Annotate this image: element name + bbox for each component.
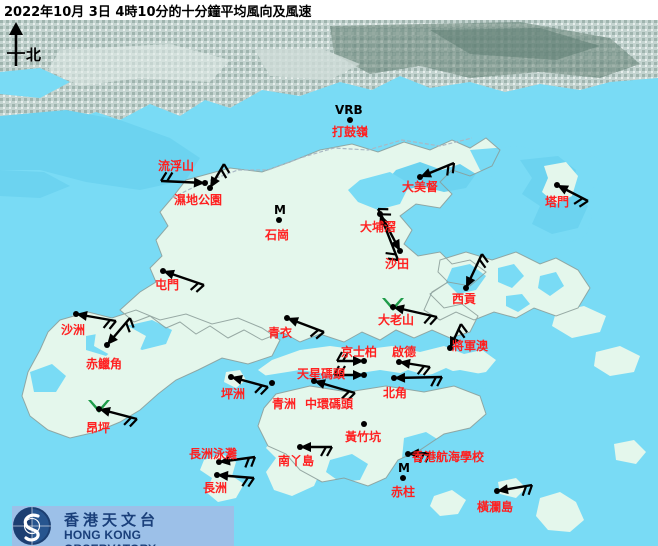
north-label: 北 [26, 46, 42, 64]
wind-barb [106, 317, 135, 346]
wind-barb [286, 316, 325, 340]
station-label: 塔門 [545, 195, 570, 209]
wind-barb [336, 351, 364, 366]
station-label: 西貢 [452, 292, 477, 306]
station-dot-icon [104, 342, 110, 348]
station-dot-icon [347, 117, 353, 123]
station-label: 屯門 [155, 278, 180, 292]
station-dot-icon [311, 378, 317, 384]
station-label: 中環碼頭 [305, 397, 354, 411]
station-dot-icon [160, 268, 166, 274]
station-label: 南丫島 [278, 454, 315, 468]
station-label: 大美督 [402, 180, 439, 194]
page-title: 2022年10月 3日 4時10分的十分鐘平均風向及風速 [4, 5, 312, 20]
station-dot-icon [463, 285, 469, 291]
wind-barb [216, 470, 255, 488]
station-label: 青洲 [272, 397, 297, 411]
wind-barb [407, 448, 431, 463]
wind-barb [208, 163, 231, 189]
station-dot-icon [361, 372, 367, 378]
station-dot-icon [284, 315, 290, 321]
station-dot-icon [297, 444, 303, 450]
station-label: 沙洲 [61, 323, 86, 337]
calm-wind-flag: M [398, 461, 410, 475]
station-dot-icon [405, 451, 411, 457]
wind-barb [160, 171, 206, 188]
variable-wind-flag: VRB [335, 103, 363, 117]
station-label: 大埔滘 [360, 220, 397, 234]
calm-wind-flag: M [274, 203, 286, 217]
station-dot-icon [269, 380, 275, 386]
wind-barb [230, 375, 269, 396]
wind-barb [313, 379, 356, 402]
station-dot-icon [207, 185, 213, 191]
wind-barb-layer [75, 161, 589, 497]
station-label: 赤柱 [391, 485, 416, 499]
station-label: 長洲 [203, 481, 228, 495]
station-dot-icon [494, 488, 500, 494]
station-dot-icon [391, 375, 397, 381]
station-dot-icon [216, 459, 222, 465]
wind-barb [300, 442, 333, 457]
station-dot-icon [361, 358, 367, 364]
station-dot-icon [417, 174, 423, 180]
station-dot-icon [447, 345, 453, 351]
wind-barb [218, 455, 257, 468]
station-label: 香港航海學校 [412, 450, 485, 464]
north-arrow-icon [7, 22, 25, 66]
station-dot-icon [390, 304, 396, 310]
station-dot-icon [276, 217, 282, 223]
station-label: 京士柏 [341, 345, 378, 359]
station-label: 將軍澳 [452, 339, 489, 353]
station-label: 啟德 [392, 345, 417, 359]
station-dot-icon [397, 248, 403, 254]
station-dot-icon [396, 359, 402, 365]
station-label: 沙田 [385, 257, 410, 271]
map-geography [0, 20, 658, 546]
wind-barb [333, 365, 364, 380]
station-label: 長洲泳灘 [189, 447, 238, 461]
station-label: 橫瀾島 [477, 500, 514, 514]
hko-logo-en: HONG KONG OBSERVATORY [64, 528, 156, 546]
station-dot-icon [554, 182, 560, 188]
wind-barb [393, 372, 443, 387]
station-dot-icon [400, 475, 406, 481]
station-label: 北角 [383, 386, 408, 400]
station-label: 濕地公園 [174, 193, 223, 207]
hko-logo-icon [13, 507, 51, 545]
station-label: 大老山 [378, 313, 415, 327]
station-dot-icon [96, 406, 102, 412]
station-label: 石崗 [265, 228, 290, 242]
station-dot-icon [228, 374, 234, 380]
station-label: 青衣 [268, 326, 293, 340]
station-label: 赤鱲角 [86, 357, 123, 371]
station-label: 打鼓嶺 [332, 125, 369, 139]
station-dot-icon [214, 472, 220, 478]
hko-logo: 香港天文台 HONG KONG OBSERVATORY [12, 506, 234, 546]
station-label: 流浮山 [158, 159, 195, 173]
wind-barb [398, 358, 431, 376]
station-label: 天星碼頭 [297, 367, 346, 381]
station-label: 黃竹坑 [345, 430, 382, 444]
hko-logo-zh: 香港天文台 [64, 511, 160, 529]
station-label: 坪洲 [221, 387, 246, 401]
map-canvas: VRB 打鼓嶺流浮山濕地公園 M 石崗 大美督塔門大埔滘沙田屯門西貢大老山沙洲 青衣將軍澳… [0, 20, 658, 546]
title-bar: 2022年10月 3日 4時10分的十分鐘平均風向及風速 [0, 0, 658, 20]
wind-barb [464, 253, 489, 289]
wind-barb [419, 161, 456, 179]
station-dot-icon [73, 311, 79, 317]
wind-barb [162, 269, 205, 293]
wind-barb [496, 483, 534, 497]
station-dot-icon [361, 421, 367, 427]
wind-barb [556, 183, 589, 208]
station-dot-icon [377, 211, 383, 217]
wind-barb [448, 323, 468, 349]
station-label: 昂坪 [86, 421, 111, 435]
station-dot-icon [202, 180, 208, 186]
